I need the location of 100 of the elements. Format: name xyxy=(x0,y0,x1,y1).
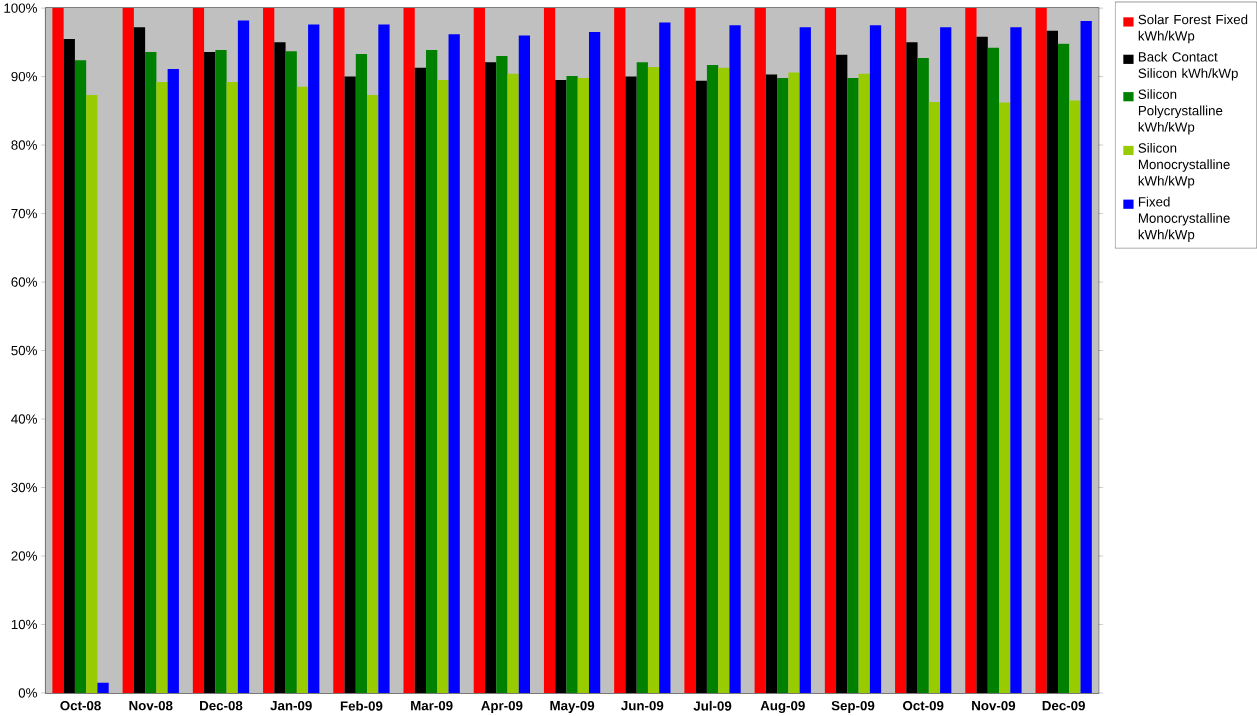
bar xyxy=(1035,7,1047,693)
bar xyxy=(869,25,882,693)
bar xyxy=(378,24,390,693)
y-tick-label: 40% xyxy=(11,414,37,424)
bar xyxy=(588,31,601,693)
bar xyxy=(614,7,626,693)
bar xyxy=(344,76,356,693)
bar xyxy=(167,68,179,693)
y-tick-label: 10% xyxy=(11,619,37,629)
bar xyxy=(684,7,696,693)
bar xyxy=(659,22,671,693)
legend-label: Solar Forest Fixed kWh/kWp xyxy=(1138,14,1248,44)
x-tick-label: Sep-09 xyxy=(831,700,875,713)
x-tick-label: Apr-09 xyxy=(481,700,523,713)
y-tick-label: 0% xyxy=(18,688,37,698)
x-tick-label: Aug-09 xyxy=(760,700,805,713)
bar xyxy=(799,27,811,693)
bar xyxy=(437,79,449,693)
bar xyxy=(788,72,800,693)
bar xyxy=(426,49,438,693)
bar xyxy=(847,77,859,693)
x-tick-label: Dec-08 xyxy=(200,700,243,711)
bar xyxy=(518,35,531,693)
y-tick-label: 50% xyxy=(11,345,37,356)
bar xyxy=(1058,43,1070,693)
bar xyxy=(940,27,952,693)
bar xyxy=(895,7,907,693)
bar xyxy=(63,38,75,693)
bar xyxy=(987,47,1000,693)
x-tick-label: Feb-09 xyxy=(340,700,383,711)
bar xyxy=(1069,100,1081,693)
y-tick-label: 90% xyxy=(11,71,37,82)
bar xyxy=(507,73,519,693)
bar xyxy=(367,94,379,693)
bar xyxy=(74,59,87,693)
bar xyxy=(777,77,789,693)
bar xyxy=(448,33,460,693)
bar xyxy=(999,102,1011,693)
bar xyxy=(156,81,168,693)
x-tick-label: Jan-09 xyxy=(270,700,312,711)
bar xyxy=(274,42,286,693)
bar xyxy=(285,51,297,693)
bar xyxy=(566,75,578,693)
bar xyxy=(917,57,929,693)
x-tick-label: Jul-09 xyxy=(693,700,732,711)
bar xyxy=(204,51,216,693)
y-tick-label: 20% xyxy=(11,551,37,561)
bar xyxy=(308,24,320,693)
bar xyxy=(226,81,238,693)
bar xyxy=(355,53,368,693)
x-tick-label: Dec-09 xyxy=(1042,700,1085,711)
bar xyxy=(237,20,250,693)
bar xyxy=(706,64,719,693)
x-tick-label: May-09 xyxy=(550,700,595,713)
bar xyxy=(976,36,988,693)
x-tick-label: Nov-09 xyxy=(972,700,1016,711)
bar xyxy=(484,61,497,693)
bar xyxy=(1010,27,1022,693)
bar xyxy=(577,77,589,693)
bar xyxy=(928,101,941,693)
bar xyxy=(97,682,109,693)
y-tick-label: 60% xyxy=(11,277,37,287)
bar xyxy=(496,55,508,693)
bar xyxy=(543,7,556,693)
x-tick-label: Jun-09 xyxy=(621,700,664,711)
bar xyxy=(965,7,977,693)
bar xyxy=(1080,20,1092,693)
bar xyxy=(263,7,275,693)
bar xyxy=(695,80,707,693)
bar xyxy=(473,7,485,693)
y-tick-label: 80% xyxy=(11,140,37,150)
bar xyxy=(718,67,730,693)
bar xyxy=(647,66,660,693)
y-tick-label: 100% xyxy=(4,3,37,13)
bar xyxy=(765,74,778,693)
bar xyxy=(192,7,205,693)
bar xyxy=(1046,30,1059,693)
y-tick-label: 30% xyxy=(11,482,37,492)
bar xyxy=(625,76,637,693)
legend-label: Silicon Polycrystalline kWh/kWp xyxy=(1138,89,1223,135)
bar xyxy=(824,7,837,693)
bar xyxy=(906,42,918,693)
bar xyxy=(754,7,766,693)
bar xyxy=(133,27,146,693)
bar xyxy=(122,7,134,693)
x-tick-label: Mar-09 xyxy=(411,700,453,711)
bar xyxy=(86,94,98,693)
legend-label: Fixed Monocrystalline kWh/kWp xyxy=(1138,196,1230,242)
bar xyxy=(858,73,870,693)
bar xyxy=(636,61,648,693)
y-tick-label: 70% xyxy=(11,208,37,219)
bar xyxy=(403,7,415,693)
bar xyxy=(729,25,741,693)
legend-label: Back Contact Silicon kWh/kWp xyxy=(1138,51,1238,81)
legend-label: Silicon Monocrystalline kWh/kWp xyxy=(1138,142,1230,188)
bar xyxy=(296,86,309,693)
bar xyxy=(836,54,848,693)
x-tick-label: Oct-08 xyxy=(60,700,101,711)
bar xyxy=(414,67,427,693)
bar xyxy=(555,79,567,693)
